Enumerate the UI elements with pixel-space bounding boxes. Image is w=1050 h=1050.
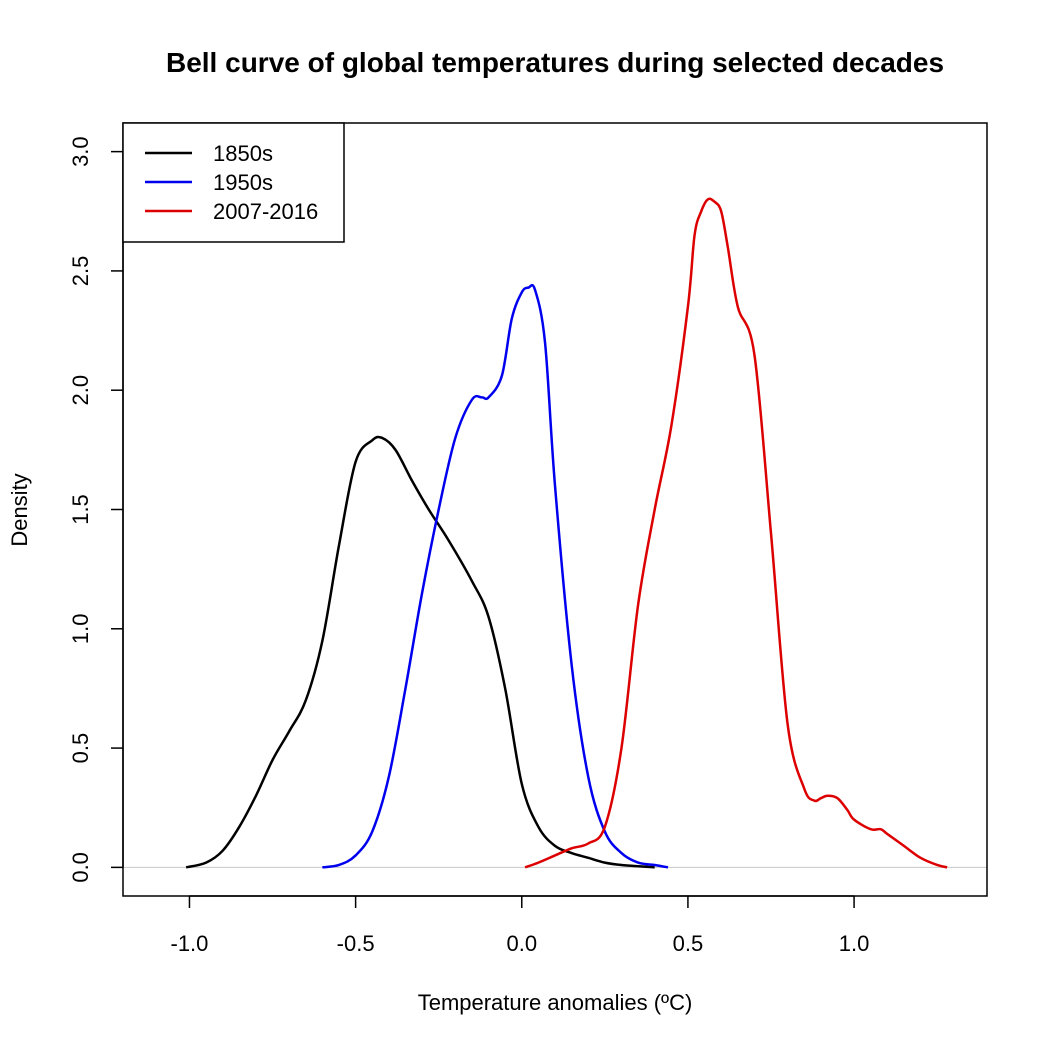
y-tick-label: 1.5: [68, 494, 93, 525]
y-axis-label: Density: [7, 473, 32, 546]
y-tick-label: 0.5: [68, 733, 93, 764]
x-tick-label: -1.0: [171, 931, 209, 956]
x-tick-label: 1.0: [839, 931, 870, 956]
x-tick-label: -0.5: [337, 931, 375, 956]
legend-label: 2007-2016: [213, 199, 318, 224]
x-tick-label: 0.5: [673, 931, 704, 956]
y-axis: 0.0 0.5 1.0 1.5 2.0 2.5 3.0: [68, 136, 124, 883]
y-tick-label: 2.5: [68, 256, 93, 287]
x-tick-label: 0.0: [506, 931, 537, 956]
y-tick-label: 0.0: [68, 852, 93, 883]
y-tick-label: 2.0: [68, 375, 93, 406]
x-axis-label: Temperature anomalies (ºC): [418, 990, 693, 1015]
y-tick-label: 3.0: [68, 136, 93, 167]
legend-label: 1950s: [213, 170, 273, 195]
y-tick-label: 1.0: [68, 613, 93, 644]
chart-title: Bell curve of global temperatures during…: [166, 47, 944, 78]
legend: 1850s 1950s 2007-2016: [122, 122, 345, 243]
series-line-1850s: [185, 435, 655, 869]
plot-layer: [123, 197, 987, 869]
legend-label: 1850s: [213, 141, 273, 166]
series-line-2007-2016: [524, 197, 948, 869]
x-axis: -1.0 -0.5 0.0 0.5 1.0: [171, 895, 870, 956]
series-line-1950s: [322, 283, 669, 869]
